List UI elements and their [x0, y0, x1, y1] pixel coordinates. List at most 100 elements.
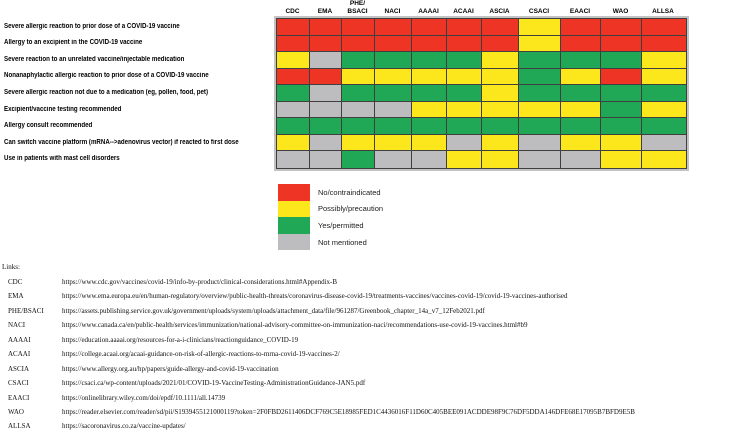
- link-url: https://www.cdc.gov/vaccines/covid-19/in…: [62, 278, 338, 286]
- heatmap-cell-r4-c10: [601, 68, 642, 86]
- legend-label-nm: Not mentioned: [318, 237, 367, 247]
- link-url: https://sacoronavirus.co.za/vaccine-upda…: [62, 422, 186, 431]
- heatmap-cell-r2-c3: [342, 35, 375, 53]
- link-org-label: EMA: [8, 292, 24, 301]
- heatmap-cell-r4-c6: [447, 68, 482, 86]
- legend-item-possibly: Possibly/precaution: [278, 200, 384, 218]
- heatmap-cell-r6-c3: [342, 101, 375, 119]
- heatmap-cell-r1-c11: [642, 19, 686, 36]
- link-row-aaaai: AAAAI https://education.aaaai.org/resourc…: [2, 333, 635, 347]
- heatmap-cell-r1-c3: [342, 19, 375, 36]
- legend-label-possibly: Possibly/precaution: [318, 204, 384, 214]
- heatmap-cell-r3-c4: [375, 52, 412, 69]
- column-header-phe-bsaci: PHE/ BSACI: [347, 0, 368, 15]
- heatmap-cell-r5-c11: [642, 85, 686, 102]
- heatmap-cell-r3-c2: [310, 52, 342, 69]
- heatmap-cell-r6-c11: [642, 101, 686, 119]
- heatmap-cell-r7-c4: [375, 118, 412, 135]
- column-header-eaaci: EAACI: [569, 7, 591, 15]
- legend-item-nm: Not mentioned: [278, 233, 383, 251]
- legend-swatch-possibly: [278, 200, 310, 218]
- row-label-8: Can switch vaccine platform (mRNA-->aden…: [4, 138, 239, 146]
- column-header-cdc: CDC: [285, 7, 300, 15]
- link-url: https://csaci.ca/wp-content/uploads/2021…: [62, 379, 366, 388]
- heatmap-cell-r9-c11: [642, 151, 686, 168]
- heatmap-cell-r9-c4: [375, 151, 412, 168]
- heatmap-cell-r1-c2: [310, 19, 342, 36]
- legend-swatch-no: [278, 184, 310, 201]
- heatmap-cell-r5-c9: [561, 85, 601, 102]
- heatmap-cell-r4-c8: [519, 68, 561, 86]
- heatmap-cell-r6-c8: [519, 101, 561, 119]
- column-header-wao: WAO: [612, 7, 629, 15]
- heatmap-cell-r1-c6: [447, 19, 482, 36]
- column-header-csaci: CSACI: [528, 7, 550, 15]
- heatmap-cell-r2-c9: [561, 35, 601, 53]
- link-org-label: AAAAI: [8, 335, 31, 344]
- heatmap-cell-r2-c6: [447, 35, 482, 53]
- heatmap-cell-r5-c6: [447, 85, 482, 102]
- heatmap-cell-r4-c11: [642, 68, 686, 86]
- link-url: https://www.ema.europa.eu/en/human-regul…: [62, 292, 568, 301]
- heatmap-cell-r2-c1: [277, 35, 310, 53]
- link-row-naci: NACI https://www.canada.ca/en/public-heal…: [2, 318, 635, 332]
- link-url: https://college.acaai.org/acaai-guidance…: [62, 350, 340, 359]
- heatmap-cell-r2-c2: [310, 35, 342, 53]
- column-header-ema: EMA: [317, 7, 333, 15]
- heatmap-cell-r7-c1: [277, 118, 310, 135]
- legend-swatch-yes: [278, 217, 310, 234]
- column-header-aaaai: AAAAI: [418, 7, 439, 15]
- heatmap-cell-r3-c1: [277, 52, 310, 69]
- heatmap-cell-r7-c3: [342, 118, 375, 135]
- link-url: https://www.canada.ca/en/public-health/s…: [62, 321, 528, 330]
- link-org-label: ACAAI: [8, 350, 31, 359]
- link-row-acaai: ACAAI https://college.acaai.org/acaai-gui…: [2, 347, 635, 361]
- heatmap-cell-r4-c3: [342, 68, 375, 86]
- heatmap-cell-r5-c2: [310, 85, 342, 102]
- heatmap-cell-r7-c8: [519, 118, 561, 135]
- legend-label-yes: Yes/permitted: [318, 220, 364, 230]
- heatmap-cell-r4-c2: [310, 68, 342, 86]
- link-url: https://assets.publishing.service.gov.uk…: [62, 306, 485, 315]
- heatmap-cell-r5-c10: [601, 85, 642, 102]
- heatmap-cell-r6-c5: [412, 101, 447, 119]
- row-label-2: Allergy to an excipient in the COVID-19 …: [4, 39, 143, 47]
- heatmap-cell-r1-c8: [519, 19, 561, 36]
- row-label-6: Excipient/vaccine testing recommended: [4, 105, 122, 113]
- heatmap-cell-r4-c5: [412, 68, 447, 86]
- heatmap-cell-r6-c6: [447, 101, 482, 119]
- column-header-ascia: ASCIA: [489, 7, 510, 15]
- heatmap-cell-r9-c8: [519, 151, 561, 168]
- heatmap-cell-r2-c10: [601, 35, 642, 53]
- link-row-wao: WAO https://reader.elsevier.com/reader/sd…: [2, 405, 635, 419]
- link-url: https://reader.elsevier.com/reader/sd/pi…: [62, 407, 635, 416]
- links-heading: Links:: [2, 263, 20, 271]
- row-label-7: Allergy consult recommended: [4, 122, 93, 130]
- heatmap-cell-r2-c7: [482, 35, 519, 53]
- heatmap-cell-r7-c11: [642, 118, 686, 135]
- heatmap-cell-r9-c7: [482, 151, 519, 168]
- heatmap-cell-r6-c1: [277, 101, 310, 119]
- row-label-3: Severe reaction to an unrelated vaccine/…: [4, 55, 185, 63]
- row-label-9: Use in patients with mast cell disorders: [4, 155, 120, 163]
- links-section: Links: CDC https://www.cdc.gov/vaccines/c…: [2, 260, 635, 434]
- heatmap-cell-r4-c9: [561, 68, 601, 86]
- heatmap-grid: [274, 16, 689, 171]
- heatmap-cell-r1-c1: [277, 19, 310, 36]
- heatmap-cell-r4-c1: [277, 68, 310, 86]
- heatmap-cell-r3-c6: [447, 52, 482, 69]
- link-row-ascia: ASCIA https://www.allergy.org.au/hp/paper…: [2, 362, 635, 376]
- heatmap-cell-r1-c9: [561, 19, 601, 36]
- heatmap-cell-r7-c5: [412, 118, 447, 135]
- column-header-acaai: ACAAI: [453, 7, 474, 15]
- link-url: https://www.allergy.org.au/hp/papers/gui…: [62, 364, 279, 373]
- heatmap-cell-r3-c8: [519, 52, 561, 69]
- row-labels: Severe allergic reaction to prior dose o…: [4, 18, 276, 167]
- heatmap-cell-r5-c7: [482, 85, 519, 102]
- heatmap-cell-r8-c6: [447, 134, 482, 152]
- heatmap-cell-r9-c2: [310, 151, 342, 168]
- heatmap-cell-r7-c7: [482, 118, 519, 135]
- link-row-csaci: CSACI https://csaci.ca/wp-content/uploads…: [2, 376, 635, 390]
- heatmap-cell-r3-c7: [482, 52, 519, 69]
